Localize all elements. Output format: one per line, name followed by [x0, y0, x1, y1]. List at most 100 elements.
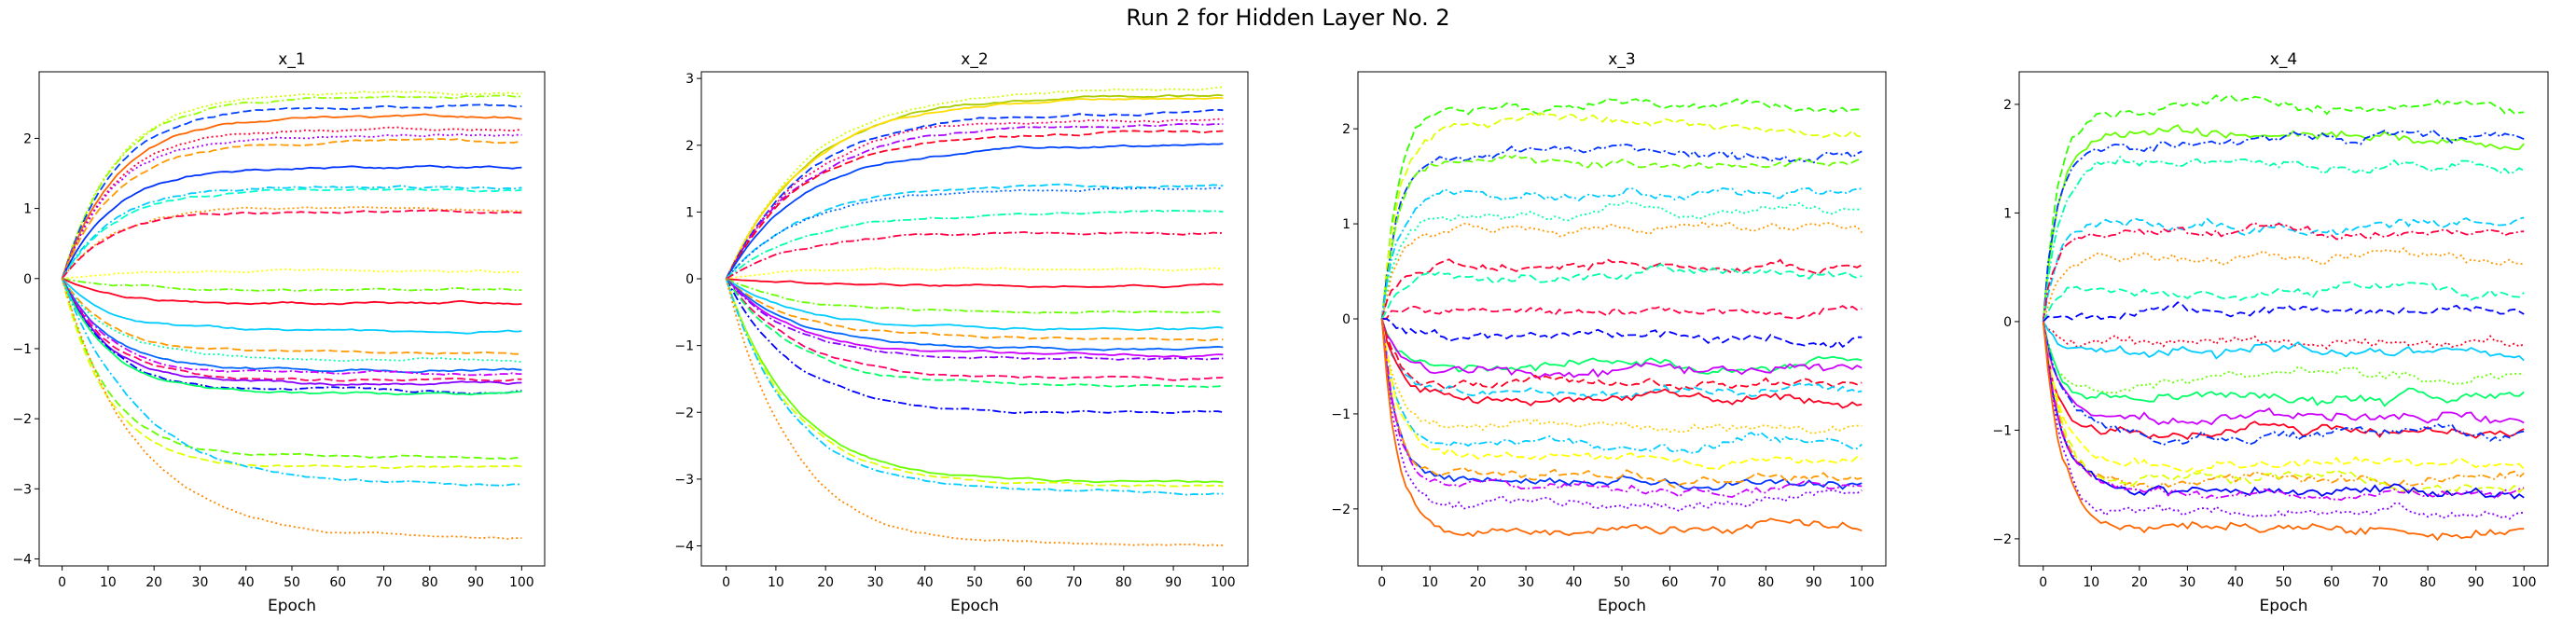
series-line-4: [1380, 153, 1863, 320]
series-line-6: [1380, 200, 1863, 320]
series-line-22: [2042, 321, 2525, 520]
panel-title: x_4: [2270, 50, 2297, 69]
series-group: [61, 90, 522, 541]
y-tick-label: 0: [23, 272, 32, 287]
series-group: [1380, 97, 1863, 538]
series-line-14: [726, 278, 1224, 289]
x-tick-label: 80: [422, 575, 438, 590]
x-axis-label: Epoch: [2259, 597, 2307, 615]
x-tick-label: 60: [329, 575, 346, 590]
series-line-16: [61, 278, 522, 335]
series-line-13: [62, 268, 522, 280]
y-tick-label: 0: [686, 272, 694, 287]
series-line-2: [2042, 124, 2525, 322]
series-line-9: [61, 185, 522, 280]
series-line-8: [725, 143, 1224, 280]
series-line-21: [61, 278, 522, 382]
series-line-17: [726, 278, 1224, 342]
series-line-10: [61, 187, 522, 280]
series-line-11: [1381, 318, 1863, 349]
series-line-15: [726, 278, 1224, 314]
chart-panel-1: 0 10 20 30 40 50 60 70 80 90 100 −4 −3 −2 −1 0 1 2 x_1 Epoc…: [12, 50, 546, 615]
series-line-6: [61, 133, 522, 280]
x-tick-label: 10: [100, 575, 117, 590]
series-line-18: [61, 278, 522, 364]
series-line-13: [726, 267, 1224, 280]
series-line-2: [725, 93, 1224, 280]
series-line-15: [62, 277, 522, 306]
series-line-9: [725, 183, 1224, 280]
series-line-9: [2043, 301, 2525, 323]
series-line-24: [61, 278, 522, 396]
y-tick-label: −4: [674, 540, 694, 555]
series-line-16: [1380, 318, 1863, 409]
series-line-7: [61, 138, 522, 280]
series-line-5: [725, 117, 1224, 280]
x-tick-label: 90: [2468, 575, 2485, 590]
series-line-10: [725, 186, 1224, 280]
series-line-20: [1380, 318, 1863, 491]
y-tick-label: −1: [1331, 407, 1350, 422]
series-line-18: [725, 278, 1224, 351]
series-line-4: [725, 108, 1224, 280]
y-tick-label: 2: [2003, 98, 2012, 113]
series-line-19: [725, 278, 1224, 358]
series-line-20: [725, 278, 1224, 361]
x-tick-label: 30: [1517, 575, 1534, 590]
series-line-23: [1380, 318, 1863, 513]
series-line-25: [61, 278, 522, 461]
y-tick-label: 1: [2003, 206, 2012, 221]
x-tick-label: 60: [1016, 575, 1032, 590]
series-line-3: [1380, 144, 1863, 320]
series-line-15: [1380, 318, 1863, 400]
panel-title: x_2: [961, 50, 988, 69]
series-line-21: [2042, 321, 2525, 502]
y-tick-label: 1: [23, 202, 32, 217]
series-line-12: [1380, 318, 1863, 375]
series-line-4: [2042, 155, 2525, 323]
series-line-21: [1380, 318, 1863, 489]
series-line-12: [2042, 321, 2525, 394]
x-tick-label: 90: [467, 575, 484, 590]
series-line-17: [2042, 321, 2525, 473]
series-line-8: [2042, 281, 2525, 323]
x-tick-label: 100: [1849, 575, 1875, 590]
series-line-7: [1380, 220, 1863, 320]
y-tick-label: 0: [1342, 312, 1350, 327]
axes-frame: [1357, 71, 1887, 567]
axes-frame: [38, 71, 546, 567]
y-tick-label: −1: [1992, 423, 2012, 438]
chart-panel-3: 0 10 20 30 40 50 60 70 80 90 100 −2 −1 0 1 2 x_3 Epoch: [1331, 50, 1887, 615]
series-line-3: [61, 103, 522, 280]
y-tick-label: −1: [12, 342, 32, 357]
y-tick-label: 3: [686, 72, 694, 87]
x-tick-label: 100: [2512, 575, 2537, 590]
x-tick-label: 40: [917, 575, 934, 590]
series-line-10: [2043, 321, 2525, 351]
x-axis-label: Epoch: [1598, 597, 1646, 615]
x-tick-label: 30: [192, 575, 209, 590]
series-line-22: [61, 278, 522, 387]
x-tick-label: 10: [768, 575, 784, 590]
series-line-14: [62, 277, 522, 293]
x-tick-label: 90: [1165, 575, 1182, 590]
series-line-6: [725, 122, 1224, 280]
x-tick-label: 20: [1470, 575, 1487, 590]
series-line-11: [726, 209, 1224, 280]
series-line-26: [61, 278, 522, 470]
y-tick-label: −4: [12, 552, 32, 567]
x-tick-label: 40: [1566, 575, 1583, 590]
x-tick-label: 30: [867, 575, 884, 590]
x-tick-label: 60: [1662, 575, 1679, 590]
series-line-22: [725, 278, 1224, 389]
x-tick-label: 20: [145, 575, 162, 590]
series-line-11: [61, 206, 522, 280]
series-line-8: [1380, 258, 1863, 320]
x-tick-label: 60: [2323, 575, 2340, 590]
x-tick-label: 30: [2179, 575, 2195, 590]
x-tick-label: 40: [238, 575, 255, 590]
series-line-21: [725, 278, 1224, 381]
series-line-8: [61, 164, 522, 280]
x-tick-label: 80: [1115, 575, 1132, 590]
